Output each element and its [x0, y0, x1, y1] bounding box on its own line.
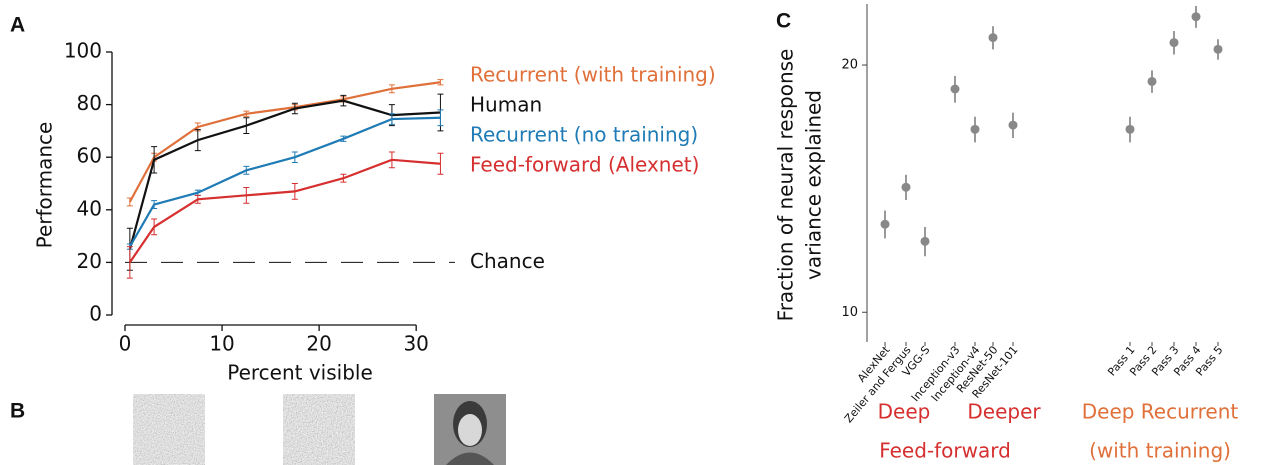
page: A B C 0 20 40 60 80 100 0 10 20 30 Percent visible…	[0, 0, 1271, 465]
y-axis-label: Performance	[33, 122, 57, 249]
group-label: Deep	[878, 400, 931, 424]
y-tick-label: 20	[77, 249, 102, 273]
point	[921, 237, 930, 246]
figure: A B C 0 20 40 60 80 100 0 10 20 30 Percent visible…	[0, 0, 1271, 465]
x-tick-label: 20	[306, 332, 331, 356]
stimulus-images	[133, 394, 506, 465]
legend-label: Recurrent (with training)	[470, 63, 716, 87]
y-tick-label: 40	[77, 196, 102, 220]
panel-letter: C	[776, 10, 791, 33]
noise-image	[283, 394, 355, 465]
group-label: Deep Recurrent	[1082, 400, 1239, 424]
panel-letter: A	[10, 14, 25, 37]
y-tick-label: 100	[64, 39, 102, 63]
series-line	[130, 101, 441, 250]
y-axis-label: variance explained	[802, 90, 826, 280]
series-line	[130, 160, 441, 263]
point	[1009, 121, 1018, 130]
point	[1214, 45, 1223, 54]
group-label: Feed-forward	[879, 439, 1011, 463]
point	[1192, 12, 1201, 21]
point	[902, 183, 911, 192]
x-tick-label: 0	[119, 332, 132, 356]
legend-label: Feed-forward (Alexnet)	[470, 153, 699, 177]
point	[1126, 125, 1135, 134]
point	[951, 85, 960, 94]
legend-label: Human	[470, 93, 542, 117]
series-line	[130, 118, 441, 247]
x-axis-label: Percent visible	[227, 361, 373, 385]
x-tick-label: 10	[209, 332, 234, 356]
face	[458, 414, 482, 446]
y-tick-label: 10	[841, 305, 858, 320]
series-line	[130, 82, 441, 202]
y-tick-label: 20	[841, 58, 858, 73]
point	[989, 33, 998, 42]
x-tick-label: 30	[403, 332, 428, 356]
group-label: Deeper	[967, 400, 1041, 424]
legend-label: Recurrent (no training)	[470, 123, 698, 147]
y-tick-label: 80	[77, 91, 102, 115]
y-tick-label: 0	[89, 302, 102, 326]
group-label: (with training)	[1089, 439, 1231, 463]
y-tick-label: 60	[77, 144, 102, 168]
chance-label: Chance	[470, 249, 545, 273]
point	[881, 220, 890, 229]
panel-letter: B	[10, 400, 25, 423]
point	[1170, 38, 1179, 47]
point	[971, 125, 980, 134]
noise-image	[133, 394, 205, 465]
point	[1148, 77, 1157, 86]
y-axis-label: Fraction of neural response	[774, 49, 798, 322]
